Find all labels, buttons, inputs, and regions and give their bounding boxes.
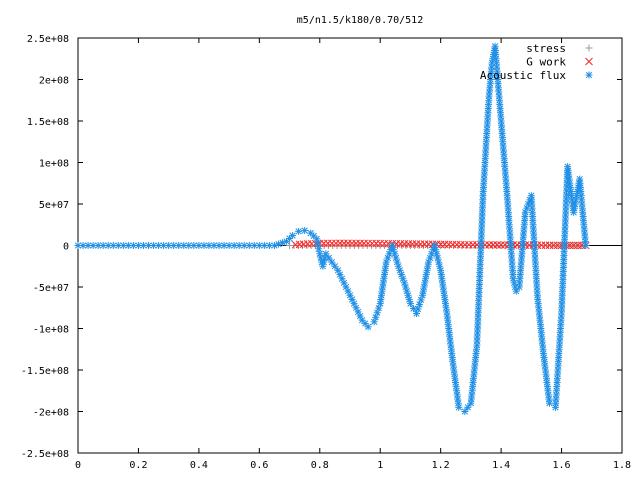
interp-point — [260, 242, 268, 249]
legend-label: Acoustic flux — [480, 69, 566, 82]
series-g-work — [291, 239, 590, 250]
interp-point — [314, 240, 322, 248]
interp-point — [464, 403, 472, 411]
data-point — [455, 403, 463, 411]
interp-point — [492, 51, 500, 59]
x-tick-label: 1.8 — [613, 460, 631, 471]
series-layer — [74, 42, 590, 415]
chart-title: m5/n1.5/k180/0.70/512 — [297, 15, 423, 26]
interp-point — [190, 242, 198, 249]
interp-point — [331, 262, 339, 270]
interp-point — [250, 242, 258, 249]
interp-point — [528, 200, 536, 208]
x-tick-label: 0.4 — [190, 460, 208, 471]
interp-point — [155, 242, 163, 249]
x-tick-label: 0.2 — [129, 460, 147, 471]
interp-point — [315, 245, 323, 253]
legend-marker — [585, 57, 593, 66]
interp-point — [245, 242, 253, 249]
interp-point — [446, 333, 454, 341]
data-point — [295, 227, 303, 235]
x-tick-label: 0.8 — [311, 460, 329, 471]
y-tick-label: 2.5e+08 — [27, 34, 69, 45]
interp-point — [538, 333, 546, 341]
data-point — [74, 242, 82, 249]
interp-point — [453, 391, 461, 399]
interp-point — [519, 237, 527, 245]
interp-point — [541, 362, 549, 370]
legend-label: stress — [526, 42, 566, 55]
series-acoustic-flux — [74, 42, 590, 415]
x-tick-label: 1.4 — [492, 460, 510, 471]
interp-point — [447, 341, 455, 349]
legend-marker — [585, 71, 593, 79]
y-tick-label: -5e+07 — [33, 283, 69, 294]
y-tick-label: -1e+08 — [33, 325, 69, 336]
interp-point — [493, 71, 501, 79]
x-tick-label: 1.6 — [553, 460, 571, 471]
y-tick-label: 1.5e+08 — [27, 117, 69, 128]
interp-point — [399, 275, 407, 283]
y-tick-label: 0 — [63, 242, 69, 253]
data-point — [582, 242, 590, 249]
data-point — [301, 227, 309, 235]
data-point — [328, 258, 336, 266]
interp-point — [124, 242, 132, 249]
interp-point — [325, 254, 333, 262]
data-point — [322, 250, 330, 258]
legend-label: G work — [526, 56, 566, 69]
interp-point — [435, 258, 443, 266]
y-tick-label: 5e+07 — [39, 200, 69, 211]
data-point — [313, 235, 321, 243]
interp-point — [390, 246, 398, 254]
data-point — [240, 242, 248, 249]
x-tick-label: 0.6 — [250, 460, 268, 471]
interp-point — [452, 383, 460, 391]
y-tick-label: 2e+08 — [39, 76, 69, 87]
y-tick-label: -1.5e+08 — [21, 366, 69, 377]
interp-point — [205, 242, 213, 249]
data-point — [289, 232, 297, 240]
interp-point — [416, 300, 424, 308]
interp-point — [480, 179, 488, 187]
interp-point — [501, 163, 509, 171]
x-tick-label: 1.2 — [432, 460, 450, 471]
interp-point — [516, 271, 524, 279]
data-point — [165, 242, 173, 249]
data-point — [449, 358, 457, 366]
interp-point — [504, 204, 512, 212]
interp-point — [448, 349, 456, 357]
interp-point — [402, 283, 410, 291]
x-tick-label: 0 — [75, 460, 81, 471]
data-point — [364, 323, 372, 331]
interp-point — [496, 109, 504, 117]
data-point — [461, 408, 469, 415]
data-point — [545, 399, 553, 407]
y-tick-label: -2e+08 — [33, 408, 69, 419]
interp-point — [145, 242, 153, 249]
interp-point — [405, 295, 413, 303]
x-tick-label: 1 — [377, 460, 383, 471]
data-point — [406, 300, 414, 308]
data-point — [512, 287, 520, 295]
y-tick-label: 1e+08 — [39, 159, 69, 170]
interp-point — [540, 354, 548, 362]
y-tick-label: -2.5e+08 — [21, 449, 69, 460]
interp-point — [493, 63, 501, 71]
legend-marker — [585, 44, 593, 52]
